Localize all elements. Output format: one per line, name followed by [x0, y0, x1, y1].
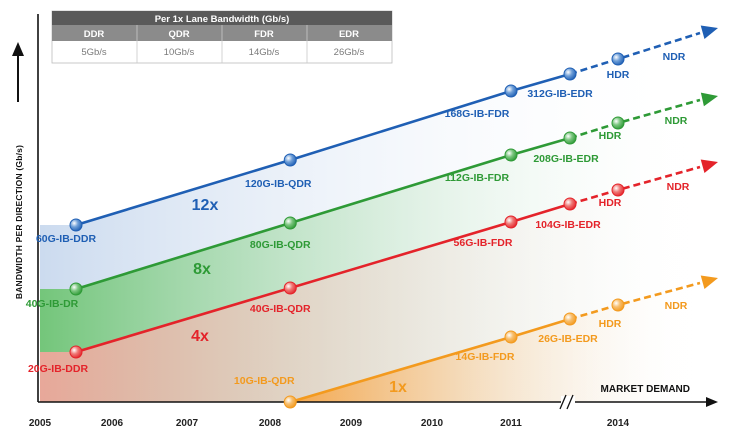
point-label: 60G-IB-DDR: [36, 233, 97, 245]
data-point: [504, 215, 518, 229]
point-label: 26G-IB-EDR: [538, 333, 598, 345]
data-point: [504, 330, 518, 344]
lane-table-value-ddr: 5Gb/s: [81, 47, 107, 58]
future-label: NDR: [667, 181, 690, 193]
x-tick-label: 2014: [607, 418, 630, 429]
point-label: 168G-IB-FDR: [445, 108, 510, 120]
point-label: 20G-IB-DDR: [28, 363, 89, 375]
x-axis-arrow-icon: [706, 397, 718, 407]
point-label: HDR: [607, 69, 630, 81]
point-label: 10G-IB-QDR: [234, 375, 295, 387]
series-line-8x: [74, 136, 572, 291]
lane-table-value-qdr: 10Gb/s: [164, 47, 195, 58]
series-layer: [69, 25, 718, 409]
series-arrow-icon: [700, 92, 718, 107]
series-arrow-icon: [700, 25, 718, 40]
lane-table-header-ddr: DDR: [84, 29, 105, 40]
data-point: [563, 67, 577, 81]
data-point: [283, 281, 297, 295]
x-tick-label: 2009: [340, 418, 363, 429]
data-point: [283, 216, 297, 230]
data-point: [69, 345, 83, 359]
point-label: 112G-IB-FDR: [445, 172, 510, 184]
multiplier-label: 1x: [389, 379, 407, 396]
x-tick-label: 2007: [176, 418, 199, 429]
data-point: [69, 218, 83, 232]
point-label: HDR: [599, 130, 622, 142]
series-arrow-icon: [700, 275, 718, 290]
axes-layer: 2005 2006 2007 2008 2009 2010 2011 2014 MARKET D…: [12, 14, 718, 429]
data-point: [563, 197, 577, 211]
point-label: HDR: [599, 318, 622, 330]
lane-table-title: Per 1x Lane Bandwidth (Gb/s): [155, 14, 290, 25]
series-line-12x: [74, 72, 572, 227]
lane-table-header-fdr: FDR: [254, 29, 274, 40]
x-tick-label: 2010: [421, 418, 444, 429]
x-tick-label: 2005: [29, 418, 52, 429]
data-point: [69, 282, 83, 296]
data-point: [283, 153, 297, 167]
future-label: NDR: [665, 115, 688, 127]
series-line-4x: [74, 202, 572, 354]
axis-break-mark: [566, 394, 574, 410]
multiplier-label: 8x: [193, 261, 211, 278]
axis-break-mark: [559, 394, 567, 410]
data-point: [504, 84, 518, 98]
x-tick-label: 2008: [259, 418, 282, 429]
point-label: 14G-IB-FDR: [456, 351, 515, 363]
lane-table-value-edr: 26Gb/s: [334, 47, 365, 58]
lane-bandwidth-table: Per 1x Lane Bandwidth (Gb/s) DDR QDR FDR…: [51, 10, 393, 64]
data-point: [563, 131, 577, 145]
label-layer: 60G-IB-DDR 120G-IB-QDR 168G-IB-FDR 312G-IB-…: [26, 51, 690, 396]
future-label: NDR: [665, 300, 688, 312]
data-point: [504, 148, 518, 162]
x-tick-label: 2006: [101, 418, 124, 429]
data-point: [283, 395, 297, 409]
data-point: [563, 312, 577, 326]
data-point: [611, 116, 625, 130]
point-label: 104G-IB-EDR: [535, 219, 601, 231]
lane-table-header-edr: EDR: [339, 29, 359, 40]
point-label: 120G-IB-QDR: [245, 178, 312, 190]
multiplier-label: 12x: [192, 197, 219, 214]
point-label: 40G-IB-QDR: [250, 303, 311, 315]
band-layer: [40, 33, 700, 402]
multiplier-label: 4x: [191, 328, 209, 345]
lane-table-header-qdr: QDR: [168, 29, 189, 40]
point-label: 40G-IB-DR: [26, 298, 79, 310]
future-label: NDR: [663, 51, 686, 63]
point-label: 80G-IB-QDR: [250, 239, 311, 251]
market-demand-label: MARKET DEMAND: [601, 384, 690, 395]
data-point: [611, 298, 625, 312]
x-tick-label: 2011: [500, 418, 522, 429]
y-axis-label: BANDWIDTH PER DIRECTION (Gb/s): [14, 145, 24, 299]
series-arrow-icon: [700, 159, 718, 174]
data-point: [611, 52, 625, 66]
lane-table-value-fdr: 14Gb/s: [249, 47, 280, 58]
y-label-arrow-icon: [12, 42, 24, 56]
point-label: 312G-IB-EDR: [527, 88, 593, 100]
point-label: HDR: [599, 197, 622, 209]
point-label: 208G-IB-EDR: [533, 153, 599, 165]
point-label: 56G-IB-FDR: [454, 237, 513, 249]
data-point: [611, 183, 625, 197]
